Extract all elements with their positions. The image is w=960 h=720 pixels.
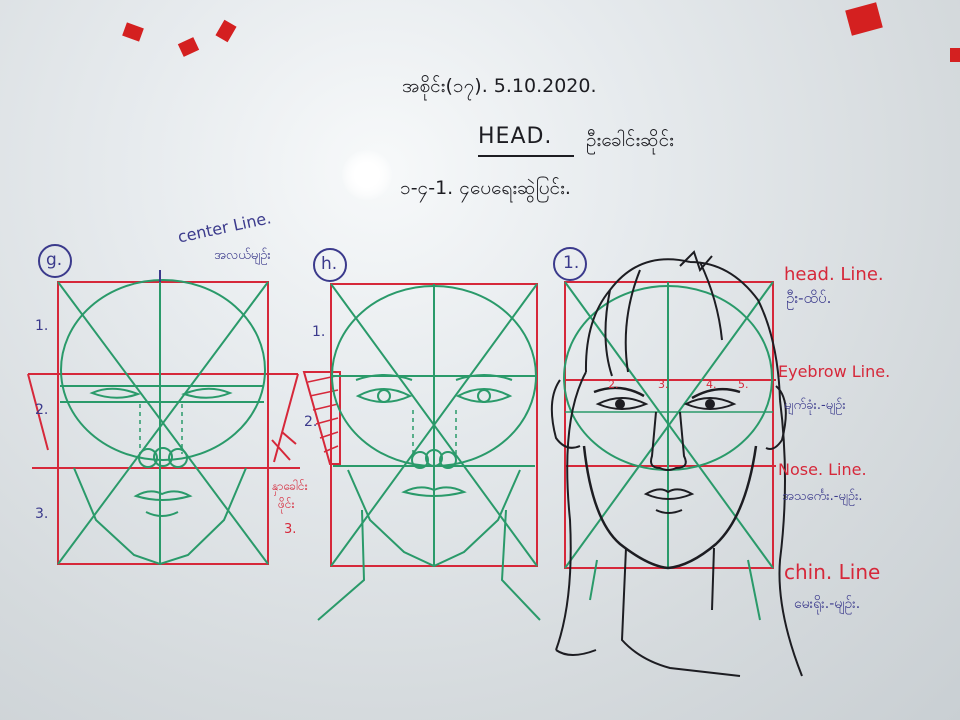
- red-magnet: [950, 48, 960, 62]
- long-hair: [555, 371, 803, 677]
- label-circle: [553, 247, 587, 281]
- neck-shoulders: [317, 509, 541, 621]
- right-eye: [683, 397, 737, 410]
- row-number: 2.: [35, 402, 49, 418]
- neck: [620, 547, 741, 677]
- nose-line-label-burmese: အသင်္ကေး.-မျဉ်း.: [782, 489, 863, 504]
- subtitle: ၁-၄-1. ၄ပေရေးဆွဲပြင်း.: [400, 177, 571, 199]
- eyebrow-line-label-burmese: မျက်ခုံး.-မျဉ်း: [784, 398, 846, 413]
- eyebrow-line-label: Eyebrow Line.: [778, 362, 891, 381]
- nose: [138, 448, 158, 468]
- side-note: ဖိုင်း: [278, 497, 295, 511]
- mouth: [643, 488, 695, 500]
- hatched-area: [302, 371, 341, 465]
- row-number: 2.: [304, 414, 318, 430]
- nose: [650, 411, 687, 471]
- date-line: အစိုင်း(၁၇). 5.10.2020.: [402, 75, 597, 97]
- diagram-g-label: g.: [46, 250, 63, 270]
- left-eye: [355, 388, 413, 403]
- mouth: [401, 486, 467, 497]
- eyebrows: [593, 386, 741, 400]
- diagram-i-label: 1.: [563, 253, 580, 273]
- page-title: HEAD.: [478, 124, 553, 149]
- right-pupil: [705, 399, 715, 409]
- left-eye: [89, 387, 141, 399]
- diagram-i: [550, 247, 803, 677]
- center-line-label-burmese: အလယ်မျဉ်း: [214, 248, 271, 263]
- ears: [550, 379, 787, 450]
- label-circle: [38, 244, 72, 278]
- row-number: 1.: [35, 318, 49, 334]
- right-eye: [455, 388, 513, 403]
- chin-line-label: chin. Line: [784, 560, 881, 584]
- page-title-burmese: ဦးခေါင်းဆိုင်း: [586, 129, 675, 151]
- eye-mark: 5.: [738, 378, 749, 391]
- nose-line-label: Nose. Line.: [778, 460, 867, 479]
- left-pupil: [615, 399, 625, 409]
- diagram-h-label: h.: [321, 254, 338, 274]
- diagram-g: [27, 244, 300, 566]
- side-note: နှာခေါင်း: [272, 479, 308, 493]
- light-glare: [342, 150, 392, 200]
- side-note: 3.: [284, 522, 297, 537]
- jaw-line: [73, 467, 247, 566]
- hair: [584, 250, 781, 401]
- row-number: 3.: [35, 506, 49, 522]
- diagram-h: [302, 248, 541, 621]
- label-circle: [313, 248, 347, 282]
- head-circle: [60, 279, 266, 461]
- row-number: 1.: [312, 324, 326, 340]
- face-outline: [582, 445, 758, 570]
- eye-mark: 2.: [608, 378, 619, 391]
- chin-line-label-burmese: မေးရိုး.-မျဉ်း.: [794, 596, 861, 612]
- eye-mark: 3.: [658, 378, 669, 391]
- jaw-line: [347, 469, 521, 568]
- right-eye: [181, 387, 233, 399]
- left-eye: [595, 397, 649, 410]
- head-line-label-burmese: ဦး-ထိပ်.: [786, 289, 832, 307]
- head-line-label: head. Line.: [784, 264, 884, 285]
- eye-mark: 4.: [706, 378, 717, 391]
- nose: [411, 451, 429, 469]
- mouth: [133, 490, 193, 501]
